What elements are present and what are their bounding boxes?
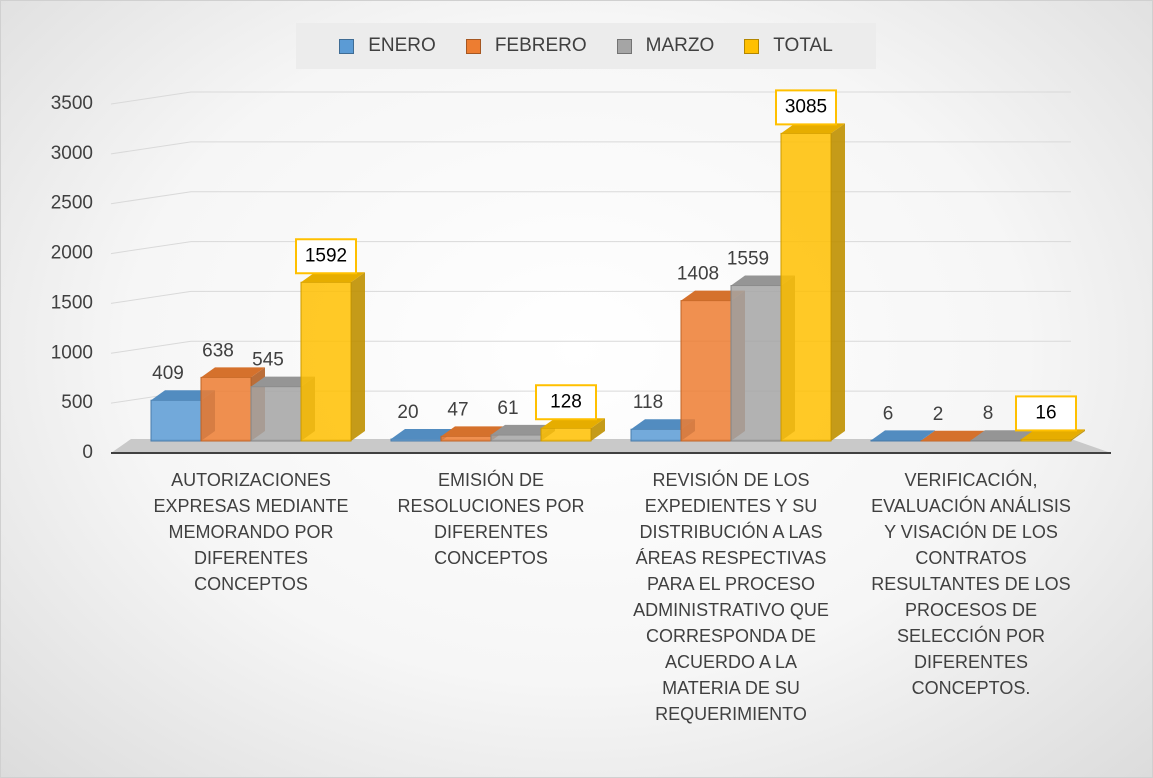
data-label: 47 bbox=[447, 399, 468, 420]
bar-side bbox=[1071, 429, 1085, 441]
bar-top bbox=[391, 429, 455, 440]
bar-front bbox=[200, 376, 252, 442]
bar-top bbox=[251, 376, 315, 387]
data-label: 1559 bbox=[727, 249, 769, 270]
bar-top bbox=[681, 290, 745, 301]
data-label: 3085 bbox=[785, 96, 827, 117]
bar-top bbox=[781, 123, 845, 134]
bar-top bbox=[201, 367, 265, 378]
bar-top bbox=[491, 424, 555, 435]
y-tick-label: 2000 bbox=[51, 243, 93, 264]
bar-top bbox=[921, 430, 985, 441]
data-label: 1408 bbox=[677, 264, 719, 285]
bar-top bbox=[631, 419, 695, 430]
grid-line bbox=[110, 241, 1071, 255]
legend-item: FEBRERO bbox=[465, 35, 587, 57]
y-tick-label: 500 bbox=[61, 392, 93, 413]
bar-top bbox=[1021, 429, 1085, 440]
data-label: 545 bbox=[252, 350, 284, 371]
data-label-box bbox=[775, 89, 837, 126]
legend-label: FEBRERO bbox=[494, 35, 587, 56]
x-tick-label: EMISIÓN DE RESOLUCIONES POR DIFERENTES C… bbox=[397, 470, 585, 568]
bar-front bbox=[490, 434, 542, 442]
bar-front bbox=[390, 438, 442, 442]
legend-item: ENERO bbox=[339, 35, 436, 57]
grid-line bbox=[110, 91, 1071, 105]
y-tick-label: 1500 bbox=[51, 292, 93, 313]
data-label: 638 bbox=[202, 340, 234, 361]
bar-front bbox=[440, 435, 492, 442]
grid-line bbox=[110, 191, 1071, 205]
legend-item: TOTAL bbox=[744, 35, 833, 57]
bar bbox=[780, 123, 845, 442]
bar-side bbox=[351, 272, 365, 441]
y-tick-label: 0 bbox=[82, 442, 93, 463]
x-tick-label: AUTORIZACIONES EXPRESAS MEDIANTE MEMORAN… bbox=[153, 470, 349, 594]
bar-front bbox=[250, 386, 302, 442]
data-label-box bbox=[295, 238, 357, 275]
data-label: 20 bbox=[397, 402, 418, 423]
data-label: 1592 bbox=[305, 245, 347, 266]
bar-top bbox=[731, 275, 795, 286]
bar-side bbox=[831, 123, 845, 441]
bar bbox=[300, 272, 365, 442]
bar-front bbox=[730, 285, 782, 442]
x-tick-label: VERIFICACIÓN, EVALUACIÓN ANÁLISIS Y VISA… bbox=[871, 470, 1071, 698]
data-label: 16 bbox=[1035, 402, 1056, 423]
bar bbox=[1020, 429, 1085, 442]
legend-swatch bbox=[339, 38, 355, 54]
bar-front bbox=[150, 399, 202, 442]
legend: ENERO FEBRERO MARZO TOTAL bbox=[296, 23, 876, 69]
bar-top bbox=[971, 430, 1035, 441]
bar-front bbox=[870, 439, 922, 442]
y-tick-label: 2500 bbox=[51, 193, 93, 214]
bar-top bbox=[301, 272, 365, 283]
grid-line bbox=[110, 290, 1071, 304]
bar-top bbox=[151, 390, 215, 401]
bar-front bbox=[540, 427, 592, 442]
bar-side bbox=[591, 418, 605, 441]
legend-swatch bbox=[465, 38, 481, 54]
bar-front bbox=[300, 281, 352, 442]
floor bbox=[111, 439, 1111, 453]
bar bbox=[540, 418, 605, 442]
bar-top bbox=[541, 418, 605, 429]
y-tick-label: 3000 bbox=[51, 143, 93, 164]
bar-front bbox=[970, 439, 1022, 442]
bar-top bbox=[871, 430, 935, 441]
legend-label: ENERO bbox=[368, 35, 436, 56]
legend-item: MARZO bbox=[616, 35, 715, 57]
bar-front bbox=[780, 132, 832, 442]
x-tick-label: REVISIÓN DE LOS EXPEDIENTES Y SU DISTRIB… bbox=[633, 470, 829, 724]
data-label-box bbox=[535, 384, 597, 421]
data-label: 6 bbox=[883, 403, 894, 424]
bar-front bbox=[630, 428, 682, 442]
bar-front bbox=[1020, 438, 1072, 442]
data-label: 118 bbox=[633, 392, 663, 413]
bar-front bbox=[680, 300, 732, 442]
data-label: 61 bbox=[497, 398, 518, 419]
data-label: 128 bbox=[550, 391, 582, 412]
legend-swatch bbox=[616, 38, 632, 54]
data-label: 8 bbox=[983, 403, 994, 424]
legend-swatch bbox=[744, 38, 760, 54]
grid-line bbox=[110, 141, 1071, 155]
data-label-box bbox=[1015, 395, 1077, 432]
y-tick-label: 1000 bbox=[51, 342, 93, 363]
bar-top bbox=[441, 426, 505, 437]
legend-label: TOTAL bbox=[773, 35, 833, 56]
data-label: 2 bbox=[933, 404, 944, 425]
data-label: 409 bbox=[152, 363, 184, 384]
y-tick-label: 3500 bbox=[51, 93, 93, 114]
legend-label: MARZO bbox=[645, 35, 715, 56]
